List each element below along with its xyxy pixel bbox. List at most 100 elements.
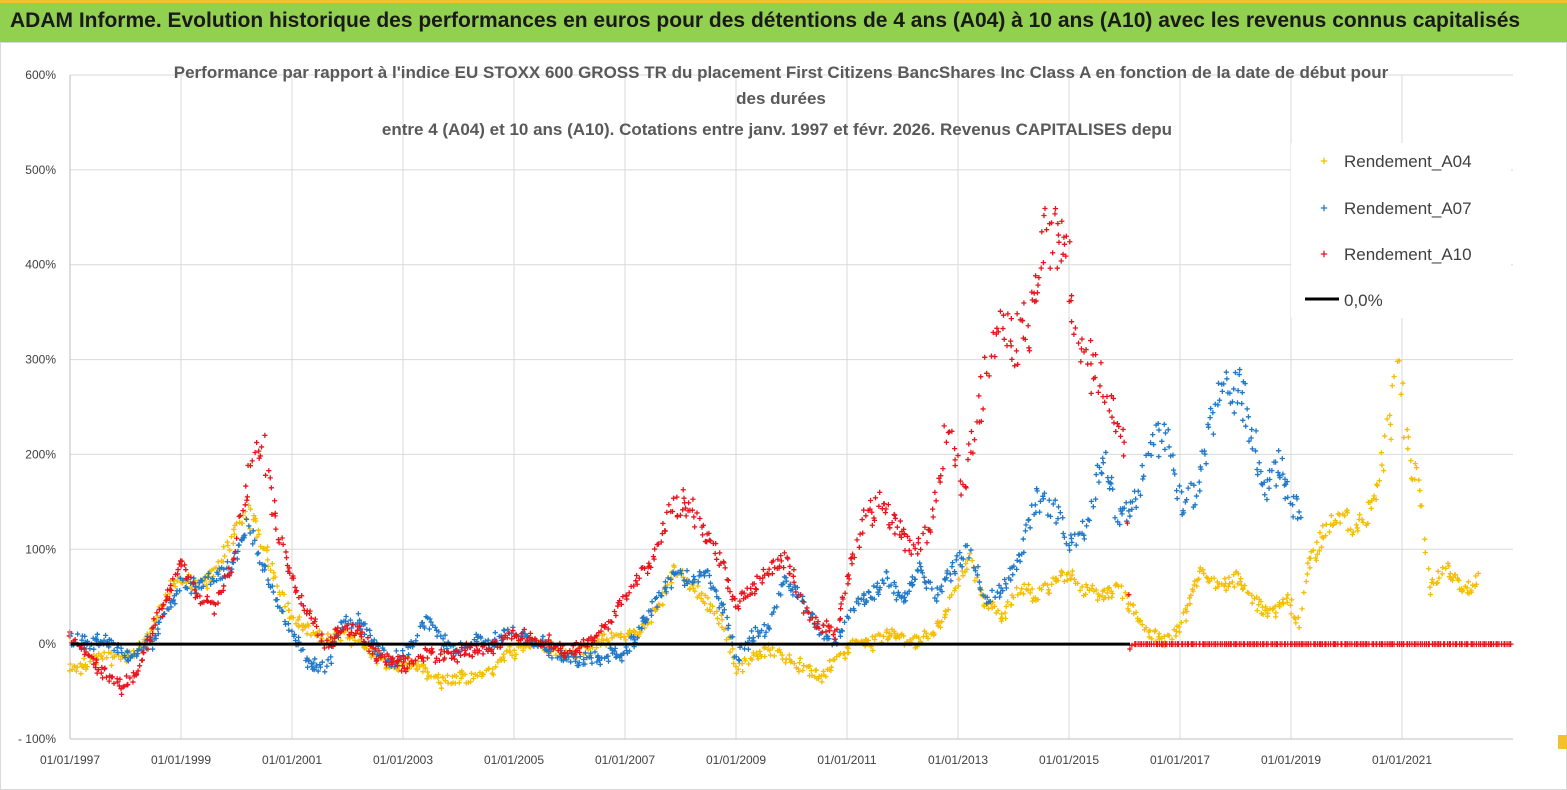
data-point-a10 xyxy=(958,492,964,498)
data-point-a07 xyxy=(1208,405,1214,412)
data-point-a10 xyxy=(373,646,379,652)
data-point-a04 xyxy=(1427,584,1433,590)
data-point-a10 xyxy=(806,609,812,616)
data-point-a04 xyxy=(1152,627,1158,633)
data-point-a04 xyxy=(1434,580,1441,586)
data-point-a10 xyxy=(883,506,889,512)
data-point-a04 xyxy=(479,671,486,677)
data-point-a10 xyxy=(374,657,380,663)
data-point-a10 xyxy=(976,393,982,399)
data-point-a10 xyxy=(689,507,695,513)
data-point-a10 xyxy=(519,630,525,637)
data-point-a04 xyxy=(264,544,271,550)
data-point-a07 xyxy=(697,569,703,575)
data-point-a07 xyxy=(421,625,428,631)
data-point-a07 xyxy=(1129,506,1135,512)
data-point-a07 xyxy=(948,578,954,584)
data-point-a07 xyxy=(211,578,217,585)
data-point-a04 xyxy=(1200,567,1206,573)
data-point-a10 xyxy=(707,538,714,544)
data-point-a10 xyxy=(1109,414,1115,420)
data-point-a04 xyxy=(1381,468,1387,474)
data-point-a07 xyxy=(938,583,945,589)
data-point-a07 xyxy=(690,573,697,580)
data-point-a10 xyxy=(1078,346,1085,352)
data-point-a07 xyxy=(1249,446,1255,452)
data-point-a07 xyxy=(1205,424,1212,430)
data-point-a10 xyxy=(664,509,670,515)
data-point-a07 xyxy=(1021,549,1027,556)
data-point-a04 xyxy=(832,657,838,663)
data-point-a07 xyxy=(1282,495,1288,502)
data-point-a04 xyxy=(1318,544,1325,550)
data-point-a04 xyxy=(755,656,761,662)
data-point-a04 xyxy=(1357,512,1363,518)
data-point-a10 xyxy=(450,653,457,659)
data-point-a04 xyxy=(877,632,883,638)
data-point-a04 xyxy=(733,663,739,670)
data-point-a10 xyxy=(308,615,314,621)
data-point-a07 xyxy=(588,655,594,661)
data-point-a04 xyxy=(1249,592,1255,598)
data-point-a04 xyxy=(1095,597,1101,603)
data-point-a10 xyxy=(1052,211,1058,217)
data-point-a10 xyxy=(249,458,255,464)
data-point-a04 xyxy=(296,614,302,620)
data-point-a04 xyxy=(1017,590,1024,596)
data-point-a04 xyxy=(730,646,736,652)
data-point-a07 xyxy=(325,657,331,663)
data-point-a04 xyxy=(1084,584,1090,591)
data-point-a07 xyxy=(289,628,295,634)
data-point-a04 xyxy=(512,655,518,662)
data-point-a10 xyxy=(252,449,258,456)
data-point-a07 xyxy=(1045,512,1051,518)
data-point-a04 xyxy=(73,668,79,674)
data-point-a04 xyxy=(1341,513,1348,519)
data-point-a04 xyxy=(1118,583,1124,589)
data-point-a07 xyxy=(582,650,589,656)
data-point-a10 xyxy=(220,587,226,594)
data-point-a07 xyxy=(778,592,784,598)
data-point-a07 xyxy=(364,626,370,633)
data-point-a10 xyxy=(943,439,950,445)
data-point-a10 xyxy=(609,619,615,625)
data-point-a04 xyxy=(221,544,227,550)
data-point-a10 xyxy=(258,444,265,450)
data-point-a10 xyxy=(651,556,657,562)
data-point-a10 xyxy=(290,575,297,581)
data-point-a07 xyxy=(665,575,671,581)
data-point-a04 xyxy=(527,644,533,651)
data-point-a04 xyxy=(1289,597,1295,603)
data-point-a07 xyxy=(871,583,877,589)
data-point-a04 xyxy=(553,652,559,658)
data-point-a04 xyxy=(1371,493,1377,499)
data-point-a10 xyxy=(713,540,719,547)
data-point-a10 xyxy=(256,448,262,454)
data-point-a10 xyxy=(1072,325,1079,331)
data-point-a10 xyxy=(1061,234,1067,240)
data-point-a10 xyxy=(1507,641,1514,648)
data-point-a04 xyxy=(1355,528,1361,534)
data-point-a04 xyxy=(1099,593,1105,599)
data-point-a07 xyxy=(1103,449,1109,456)
data-point-a07 xyxy=(1159,438,1165,444)
data-point-a10 xyxy=(1001,336,1007,342)
data-point-a10 xyxy=(1009,356,1015,363)
data-point-a10 xyxy=(624,593,630,599)
legend-label-a04: Rendement_A04 xyxy=(1344,152,1472,171)
data-point-a10 xyxy=(1120,426,1126,433)
data-point-a07 xyxy=(156,619,162,625)
data-point-a04 xyxy=(901,633,907,639)
data-point-a10 xyxy=(952,457,958,463)
data-point-a10 xyxy=(752,591,758,597)
data-point-a10 xyxy=(315,632,321,638)
data-point-a07 xyxy=(957,549,963,556)
data-point-a10 xyxy=(838,601,844,607)
data-point-a10 xyxy=(412,657,419,663)
data-point-a10 xyxy=(405,655,411,661)
data-point-a07 xyxy=(215,571,221,577)
data-point-a04 xyxy=(1426,566,1432,572)
data-point-a04 xyxy=(827,658,833,664)
data-point-a07 xyxy=(705,568,711,574)
data-point-a04 xyxy=(1314,539,1320,545)
